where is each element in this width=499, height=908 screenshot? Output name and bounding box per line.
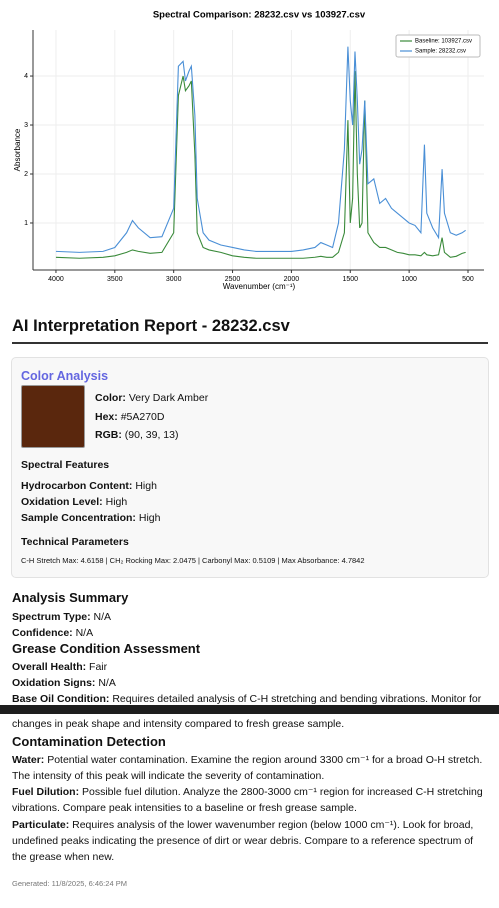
- item-value: High: [105, 496, 128, 508]
- item-value: N/A: [75, 627, 94, 639]
- color-item: RGB: (90, 39, 13): [95, 427, 499, 443]
- y-tick-label: 2: [24, 171, 28, 178]
- contamination-item: Water: Potential water contamination. Ex…: [12, 752, 490, 784]
- x-tick-label: 1500: [342, 276, 358, 283]
- y-axis-label: Absorbance: [13, 128, 22, 171]
- item-label: Hex:: [95, 411, 118, 423]
- color-item: Hex: #5A270D: [95, 409, 499, 425]
- x-tick-label: 2000: [284, 276, 300, 283]
- item-label: RGB:: [95, 429, 122, 441]
- item-value: N/A: [98, 677, 116, 689]
- item-label: Sample Concentration:: [21, 512, 136, 524]
- item-value: Possible fuel dilution. Analyze the 2800…: [12, 786, 483, 814]
- item-label: Hydrocarbon Content:: [21, 480, 133, 492]
- color-swatch: [21, 385, 85, 448]
- legend-label: Sample: 28232.csv: [415, 49, 466, 55]
- item-value: High: [135, 480, 157, 492]
- technical-text: C-H Stretch Max: 4.6158 | CH₂ Rocking Ma…: [21, 556, 365, 565]
- divider: [12, 342, 488, 344]
- item-value: #5A270D: [120, 411, 165, 423]
- x-axis-label: Wavenumber (cm⁻¹): [223, 282, 296, 291]
- condition-item: Overall Health: Fair: [12, 659, 490, 675]
- x-tick-label: 1000: [401, 276, 417, 283]
- chart-title: Spectral Comparison: 28232.csv vs 103927…: [153, 10, 366, 21]
- item-label: Particulate:: [12, 819, 70, 831]
- x-tick-label: 2500: [225, 276, 241, 283]
- color-item: Color: Very Dark Amber: [95, 390, 499, 406]
- item-value: Potential water contamination. Examine t…: [12, 754, 483, 782]
- report-title: AI Interpretation Report - 28232.csv: [12, 317, 290, 335]
- item-label: Confidence:: [12, 627, 73, 639]
- item-value: changes in peak shape and intensity comp…: [12, 718, 345, 730]
- item-label: Color:: [95, 392, 126, 404]
- item-value: Very Dark Amber: [128, 392, 209, 404]
- contamination-item: Fuel Dilution: Possible fuel dilution. A…: [12, 784, 490, 816]
- x-tick-label: 3000: [166, 276, 182, 283]
- x-tick-label: 4000: [48, 276, 64, 283]
- summary-item: Spectrum Type: N/A: [12, 609, 490, 625]
- condition-item: Oxidation Signs: N/A: [12, 675, 490, 691]
- feature-item: Hydrocarbon Content: High: [21, 478, 499, 494]
- summary-item: Confidence: N/A: [12, 625, 490, 641]
- item-value: Fair: [89, 661, 108, 673]
- item-label: Base Oil Condition:: [12, 693, 110, 705]
- section-heading: Contamination Detection: [12, 734, 166, 749]
- legend-box: [395, 34, 481, 58]
- section-heading: Analysis Summary: [12, 590, 129, 605]
- legend-label: Baseline: 103927.csv: [415, 39, 472, 45]
- item-value: High: [138, 512, 161, 524]
- feature-item: Sample Concentration: High: [21, 510, 499, 526]
- series-line: [55, 71, 466, 259]
- item-value: (90, 39, 13): [124, 429, 179, 441]
- item-label: Oxidation Signs:: [12, 677, 96, 689]
- item-label: Spectrum Type:: [12, 611, 91, 623]
- item-label: Oxidation Level:: [21, 496, 103, 508]
- item-label: Overall Health:: [12, 661, 87, 673]
- item-label: Fuel Dilution:: [12, 786, 80, 798]
- card: [11, 357, 489, 578]
- x-tick-label: 3500: [107, 276, 123, 283]
- series-line: [55, 46, 466, 253]
- y-tick-label: 4: [24, 73, 28, 80]
- item-value: Requires detailed analysis of C-H stretc…: [112, 693, 482, 705]
- item-value: Requires analysis of the lower wavenumbe…: [12, 819, 474, 863]
- chart: Spectral Comparison: 28232.csv vs 103927…: [13, 10, 484, 291]
- condition-item: Base Oil Condition: Requires detailed an…: [12, 691, 490, 707]
- x-tick-label: 500: [462, 276, 474, 283]
- generated: Generated: 11/8/2025, 6:46:24 PM: [12, 879, 127, 888]
- y-tick-label: 1: [24, 220, 28, 227]
- section-heading: Spectral Features: [21, 459, 110, 471]
- feature-item: Oxidation Level: High: [21, 494, 499, 510]
- section-heading: Grease Condition Assessment: [12, 641, 201, 656]
- scroll-divider: [0, 705, 499, 714]
- section-heading: Technical Parameters: [21, 536, 129, 548]
- item-label: Water:: [12, 754, 45, 766]
- item-value: N/A: [93, 611, 112, 623]
- contamination-item: Particulate: Requires analysis of the lo…: [12, 817, 490, 865]
- section-heading: Color Analysis: [21, 369, 109, 383]
- y-tick-label: 3: [24, 122, 28, 129]
